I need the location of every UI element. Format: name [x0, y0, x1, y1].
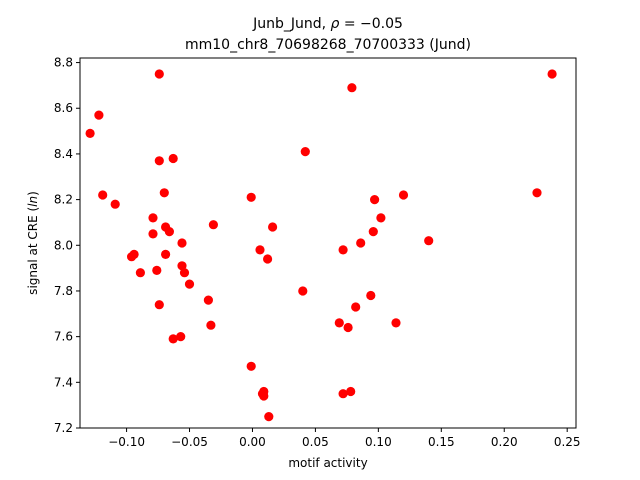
plot-frame: [79, 57, 577, 429]
data-point: [268, 222, 278, 232]
x-tick-label: −0.05: [171, 435, 208, 449]
x-tick-label: 0.05: [302, 435, 329, 449]
data-point: [366, 290, 376, 301]
data-point: [347, 83, 357, 93]
data-point: [177, 261, 187, 271]
data-point: [547, 69, 557, 79]
data-point: [179, 268, 190, 278]
chart-title-line1: Junb_Jund, ρ = −0.05: [252, 16, 403, 32]
data-point: [148, 229, 158, 239]
y-tick-label: 8.4: [54, 147, 73, 161]
data-point: [263, 254, 273, 264]
data-point: [161, 249, 171, 259]
data-point: [148, 213, 158, 223]
data-point: [154, 300, 164, 310]
x-tick-label: −0.10: [108, 435, 145, 449]
data-point: [338, 389, 348, 399]
data-point: [168, 153, 178, 164]
data-point: [334, 318, 344, 328]
data-point: [424, 236, 434, 246]
y-tick-label: 8.0: [54, 238, 73, 252]
data-point: [98, 190, 108, 200]
data-point: [154, 156, 164, 166]
x-axis-label: motif activity: [288, 456, 367, 470]
data-point: [343, 322, 353, 333]
x-axis-ticks: −0.10 −0.05 0.00 0.05 0.10 0.15 0.20 0.25: [108, 428, 581, 449]
y-tick-label: 7.4: [54, 375, 73, 389]
x-tick-label: 0.15: [428, 435, 455, 449]
y-tick-label: 7.8: [54, 284, 73, 298]
data-point: [338, 245, 348, 255]
data-point: [94, 110, 104, 120]
data-point: [176, 332, 186, 342]
y-tick-label: 8.2: [54, 193, 73, 207]
data-point: [532, 188, 542, 198]
data-point: [154, 69, 164, 79]
y-axis-label: signal at CRE (ln): [26, 191, 40, 295]
data-point: [177, 238, 187, 248]
data-point: [152, 265, 162, 275]
y-tick-label: 7.2: [54, 421, 73, 435]
data-point: [129, 249, 139, 259]
data-point: [370, 195, 380, 205]
data-point: [351, 302, 361, 312]
data-point: [135, 268, 145, 278]
y-tick-label: 8.6: [54, 101, 73, 115]
data-point: [168, 334, 178, 344]
data-point: [110, 199, 120, 209]
y-tick-label: 7.6: [54, 330, 73, 344]
data-point: [246, 192, 256, 202]
data-point: [368, 227, 378, 237]
data-point: [255, 245, 265, 255]
x-tick-label: 0.20: [491, 435, 518, 449]
data-point: [246, 361, 256, 371]
data-point: [346, 386, 356, 397]
x-tick-label: 0.10: [365, 435, 392, 449]
data-point: [376, 213, 386, 223]
chart-title-line2: mm10_chr8_70698268_70700333 (Jund): [185, 37, 471, 53]
data-point: [298, 286, 308, 296]
data-points: [85, 69, 557, 422]
data-point: [208, 220, 218, 230]
data-point: [259, 391, 269, 401]
y-tick-label: 8.8: [54, 56, 73, 70]
data-point: [184, 279, 195, 289]
data-point: [159, 188, 169, 198]
y-axis-ticks: 7.2 7.4 7.6 7.8 8.0 8.2 8.4 8.6 8.8: [54, 56, 80, 435]
data-point: [300, 147, 310, 157]
data-point: [391, 318, 401, 328]
x-tick-label: 0.25: [554, 435, 581, 449]
x-tick-label: 0.00: [239, 435, 266, 449]
data-point: [356, 238, 366, 248]
data-point: [164, 227, 174, 237]
data-point: [398, 190, 409, 200]
data-point: [203, 295, 213, 305]
data-point: [206, 320, 216, 330]
data-point: [85, 128, 95, 138]
data-point: [264, 412, 274, 422]
